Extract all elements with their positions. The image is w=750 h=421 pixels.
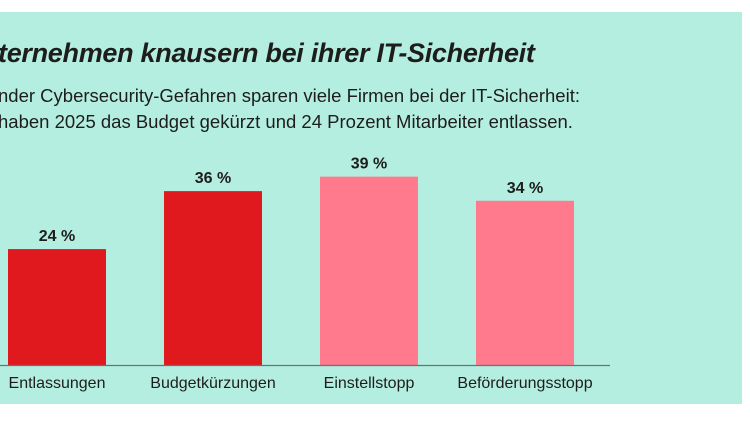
bar-1 — [8, 249, 106, 365]
chart-subtitle-line-1: nder Cybersecurity-Gefahren sparen viele… — [0, 85, 580, 106]
category-label: Einstellstopp — [324, 375, 415, 392]
value-label: 24 % — [39, 228, 75, 245]
value-label: 36 % — [195, 170, 231, 187]
bar-2 — [164, 191, 262, 365]
bar-3 — [320, 176, 418, 365]
chart-subtitle-line-2: haben 2025 das Budget gekürzt und 24 Pro… — [0, 111, 573, 132]
category-label: Beförderungsstopp — [457, 375, 592, 392]
value-label: 39 % — [351, 156, 387, 173]
value-label: 34 % — [507, 180, 543, 197]
bar-4 — [476, 200, 574, 365]
category-label: Budgetkürzungen — [150, 375, 275, 392]
category-label: Entlassungen — [9, 375, 106, 392]
chart-title: ternehmen knausern bei ihrer IT-Sicherhe… — [0, 38, 535, 68]
